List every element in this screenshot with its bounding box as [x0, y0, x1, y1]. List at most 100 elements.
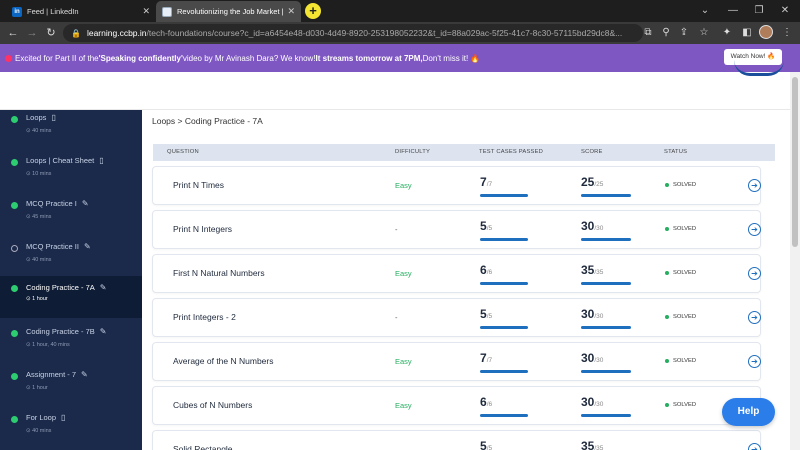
side-panel-icon[interactable]: ◧	[742, 27, 752, 38]
completed-check-icon	[11, 202, 18, 209]
incomplete-circle-icon	[11, 245, 18, 252]
column-difficulty: DIFFICULTY	[395, 149, 431, 155]
score-bar	[581, 194, 631, 197]
close-tab-icon[interactable]: ✕	[142, 6, 150, 16]
test-cases-bar	[480, 414, 528, 417]
status-badge: SOLVED	[665, 402, 696, 408]
status-badge: SOLVED	[665, 226, 696, 232]
announcement-banner: Excited for Part II of the 'Speaking con…	[0, 44, 800, 72]
difficulty-label: -	[395, 225, 398, 234]
column-status: STATUS	[664, 149, 688, 155]
tab-search-icon[interactable]: ⌄	[700, 5, 710, 16]
test-cases-bar	[480, 194, 528, 197]
breadcrumb[interactable]: Loops > Coding Practice - 7A	[152, 116, 263, 126]
new-tab-button[interactable]: +	[305, 3, 321, 19]
sidebar-item-loops-cheat-sheet[interactable]: Loops | Cheat Sheet ▯ ⊙ 10 mins	[0, 153, 142, 195]
question-name[interactable]: Solid Rectangle	[173, 444, 233, 450]
help-button[interactable]: Help	[722, 398, 775, 426]
linkedin-icon: in	[12, 6, 22, 17]
fire-icon	[5, 54, 12, 62]
score: 30/30	[581, 305, 631, 329]
question-name[interactable]: Cubes of N Numbers	[173, 400, 253, 410]
score-bar	[581, 414, 631, 417]
column-tests: TEST CASES PASSED	[479, 149, 544, 155]
share-icon[interactable]: ⇪	[679, 27, 689, 38]
test-cases-passed: 7/7	[480, 349, 528, 373]
status-badge: SOLVED	[665, 358, 696, 364]
completed-check-icon	[11, 330, 18, 337]
reload-icon[interactable]: ↻	[46, 27, 56, 39]
score-bar	[581, 282, 631, 285]
column-score: SCORE	[581, 149, 603, 155]
sidebar-item-loops[interactable]: Loops ▯ ⊙ 40 mins	[0, 110, 142, 152]
question-name[interactable]: Print N Times	[173, 180, 225, 190]
open-question-arrow-icon[interactable]: ➔	[748, 355, 761, 368]
minimize-button[interactable]: —	[728, 5, 738, 16]
forward-icon[interactable]: →	[26, 27, 38, 39]
sidebar-item-assignment-7[interactable]: Assignment - 7 ✎ ⊙ 1 hour	[0, 367, 142, 409]
close-tab-icon[interactable]: ✕	[287, 6, 295, 16]
question-name[interactable]: Print Integers - 2	[173, 312, 236, 322]
sidebar-item-coding-practice-7a[interactable]: Coding Practice - 7A ✎ ⊙ 1 hour	[0, 276, 142, 318]
page-scrollbar[interactable]	[790, 72, 800, 450]
test-cases-passed: 5/5	[480, 305, 528, 329]
table-header: QUESTION DIFFICULTY TEST CASES PASSED SC…	[153, 144, 775, 161]
tab-linkedin[interactable]: in Feed | LinkedIn ✕	[6, 1, 156, 22]
sidebar-item-coding-practice-7b[interactable]: Coding Practice - 7B ✎ ⊙ 1 hour, 40 mins	[0, 324, 142, 366]
extensions-icon[interactable]: ✦	[722, 27, 732, 38]
question-name[interactable]: Average of the N Numbers	[173, 356, 274, 366]
completed-check-icon	[11, 285, 18, 292]
open-question-arrow-icon[interactable]: ➔	[748, 311, 761, 324]
test-cases-passed: 6/6	[480, 393, 528, 417]
solved-dot-icon	[665, 359, 669, 363]
score: 30/30	[581, 217, 631, 241]
tab-nxtwave[interactable]: Revolutionizing the Job Market | NxtW...…	[156, 1, 301, 22]
lock-icon: 🔒	[71, 28, 81, 38]
test-cases-bar	[480, 326, 528, 329]
table-row[interactable]: Solid Rectangle 5/5 35/35 ➔	[152, 430, 761, 450]
open-question-arrow-icon[interactable]: ➔	[748, 443, 761, 450]
back-icon[interactable]: ←	[7, 27, 19, 39]
pencil-icon: ✎	[83, 242, 91, 251]
nxtwave-icon	[162, 6, 172, 17]
score: 30/30	[581, 393, 631, 417]
open-question-arrow-icon[interactable]: ➔	[748, 223, 761, 236]
question-name[interactable]: Print N Integers	[173, 224, 233, 234]
test-cases-bar	[480, 238, 528, 241]
open-question-arrow-icon[interactable]: ➔	[748, 267, 761, 280]
address-bar[interactable]: 🔒 learning.ccbp.in/tech-foundations/cour…	[63, 24, 643, 42]
table-row[interactable]: Print N Times Easy 7/7 25/25 SOLVED ➔	[152, 166, 761, 205]
completed-check-icon	[11, 416, 18, 423]
table-row[interactable]: Print Integers - 2 - 5/5 30/30 SOLVED ➔	[152, 298, 761, 337]
solved-dot-icon	[665, 183, 669, 187]
close-window-button[interactable]: ✕	[780, 5, 790, 16]
table-row[interactable]: First N Natural Numbers Easy 6/6 35/35 SOLVE…	[152, 254, 761, 293]
score: 30/30	[581, 349, 631, 373]
sidebar-item-mcq-practice-1[interactable]: MCQ Practice I ✎ ⊙ 45 mins	[0, 196, 142, 238]
bookmark-star-icon[interactable]: ☆	[699, 27, 709, 38]
profile-menu-button[interactable]	[734, 60, 784, 76]
score-bar	[581, 326, 631, 329]
table-row[interactable]: Average of the N Numbers Easy 7/7 30/30 SOLV…	[152, 342, 761, 381]
question-name[interactable]: First N Natural Numbers	[173, 268, 265, 278]
test-cases-passed: 5/5	[480, 217, 528, 241]
profile-avatar[interactable]	[759, 25, 773, 39]
difficulty-label: Easy	[395, 181, 412, 190]
browser-toolbar: ← → ↻ 🔒 learning.ccbp.in/tech-foundation…	[0, 22, 800, 44]
menu-icon[interactable]: ⋮	[782, 27, 792, 38]
completed-check-icon	[11, 116, 18, 123]
test-cases-passed: 7/7	[480, 173, 528, 197]
open-question-arrow-icon[interactable]: ➔	[748, 179, 761, 192]
difficulty-label: Easy	[395, 269, 412, 278]
table-row[interactable]: Print N Integers - 5/5 30/30 SOLVED ➔	[152, 210, 761, 249]
open-in-app-icon[interactable]: ⧉	[644, 27, 652, 38]
test-cases-passed: 6/6	[480, 261, 528, 285]
score-bar	[581, 370, 631, 373]
scrollbar-thumb[interactable]	[792, 77, 798, 247]
zoom-icon[interactable]: ⚲	[662, 27, 670, 38]
sidebar-item-for-loop[interactable]: For Loop ▯ ⊙ 40 mins	[0, 410, 142, 450]
browser-tab-strip: in Feed | LinkedIn ✕ Revolutionizing the…	[0, 0, 800, 22]
maximize-button[interactable]: ❐	[754, 5, 764, 16]
sidebar-item-mcq-practice-2[interactable]: MCQ Practice II ✎ ⊙ 40 mins	[0, 239, 142, 281]
